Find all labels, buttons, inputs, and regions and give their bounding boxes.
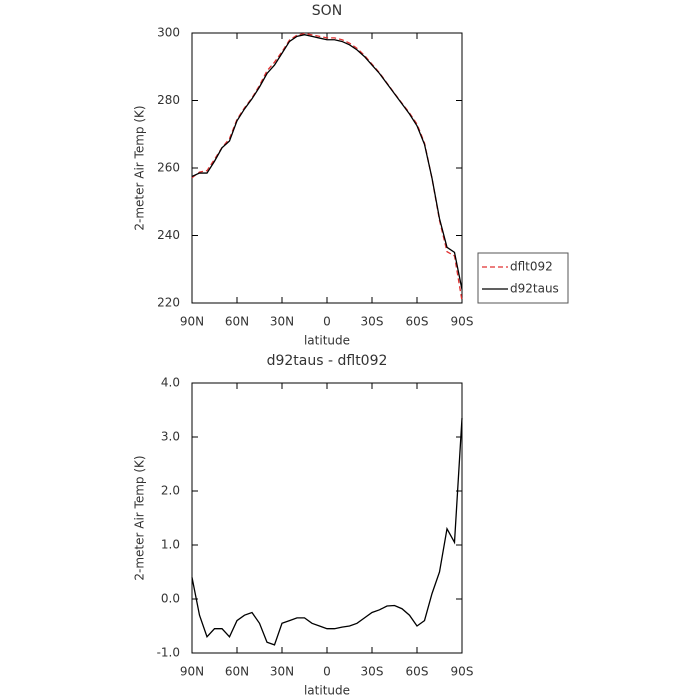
y-tick-label: 1.0 <box>161 538 180 552</box>
x-tick-label: 90N <box>180 315 204 329</box>
x-tick-label: 30N <box>270 665 294 679</box>
y-tick-label: -1.0 <box>157 646 180 660</box>
plot-frame <box>191 382 463 654</box>
x-tick-label: 90N <box>180 665 204 679</box>
y-axis-label: 2-meter Air Temp (K) <box>133 455 147 580</box>
chart-title: d92taus - dflt092 <box>267 353 388 369</box>
y-tick-label: 4.0 <box>161 376 180 390</box>
x-tick-label: 60N <box>225 665 249 679</box>
x-tick-label: 30S <box>361 665 384 679</box>
y-tick-label: 280 <box>157 93 180 107</box>
chart-title: SON <box>312 3 342 19</box>
y-axis-label: 2-meter Air Temp (K) <box>133 105 147 230</box>
y-tick-label: 3.0 <box>161 430 180 444</box>
x-axis-label: latitude <box>304 334 350 348</box>
x-tick-label: 30S <box>361 315 384 329</box>
y-tick-label: 260 <box>157 161 180 175</box>
plot-frame <box>191 32 463 304</box>
x-axis-label: latitude <box>304 684 350 698</box>
x-tick-label: 0 <box>323 315 331 329</box>
y-tick-label: 300 <box>157 26 180 40</box>
x-tick-label: 90S <box>451 665 474 679</box>
x-tick-label: 60S <box>406 315 429 329</box>
legend-label: d92taus <box>510 282 559 296</box>
x-tick-label: 30N <box>270 315 294 329</box>
y-tick-label: 220 <box>157 296 180 310</box>
line-series <box>191 34 463 290</box>
line-series <box>191 32 463 301</box>
legend-label: dflt092 <box>510 260 553 274</box>
y-tick-label: 0.0 <box>161 592 180 606</box>
line-series <box>191 418 463 646</box>
x-tick-label: 0 <box>323 665 331 679</box>
y-tick-label: 240 <box>157 228 180 242</box>
y-tick-label: 2.0 <box>161 484 180 498</box>
x-tick-label: 90S <box>451 315 474 329</box>
legend-box <box>477 252 569 304</box>
x-tick-label: 60S <box>406 665 429 679</box>
x-tick-label: 60N <box>225 315 249 329</box>
